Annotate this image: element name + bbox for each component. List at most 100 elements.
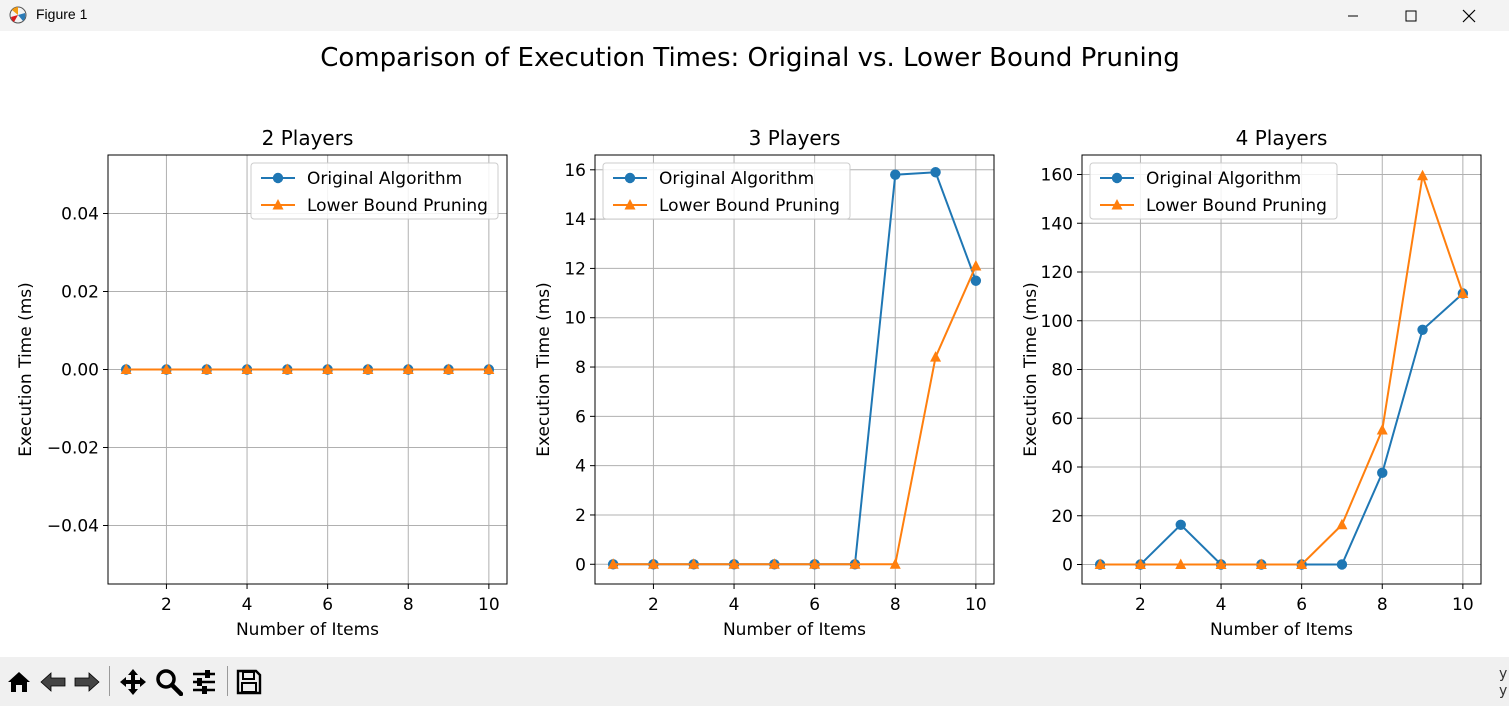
- data-point-pruning: [647, 558, 659, 569]
- close-button[interactable]: [1440, 0, 1498, 31]
- pan-button[interactable]: [118, 667, 148, 697]
- subplot-title: 4 Players: [1236, 126, 1328, 150]
- data-point-pruning: [241, 363, 253, 374]
- y-axis-label: Execution Time (ms): [534, 282, 554, 457]
- x-axis-label: Number of Items: [236, 620, 379, 640]
- zoom-button[interactable]: [154, 667, 184, 697]
- edge-text: y y: [1499, 666, 1509, 700]
- data-point-pruning: [1417, 169, 1429, 181]
- legend-marker-pruning: [624, 199, 636, 210]
- configure-subplots-button[interactable]: [189, 667, 219, 697]
- series-line-original: [613, 171, 977, 566]
- legend-box: [1089, 162, 1338, 220]
- y-tick-label: 20: [1051, 507, 1073, 527]
- data-point-pruning: [849, 558, 861, 569]
- save-button[interactable]: [234, 667, 264, 697]
- data-point-pruning: [281, 363, 293, 374]
- data-point-pruning: [930, 351, 942, 362]
- figure-svg: Comparison of Execution Times: Original …: [16, 43, 1482, 640]
- data-point-pruning: [889, 558, 901, 569]
- x-tick-label: 8: [890, 595, 901, 615]
- x-tick-label: 6: [809, 595, 820, 615]
- legend-label: Original Algorithm: [1146, 169, 1301, 189]
- data-point-original: [1377, 467, 1388, 479]
- legend-marker-original: [1111, 172, 1123, 184]
- data-point-pruning: [362, 363, 374, 374]
- legend-label: Lower Bound Pruning: [307, 196, 488, 216]
- legend: Original Algorithm Lower Bound Pruning: [602, 162, 851, 220]
- legend-box: [250, 162, 499, 220]
- legend-marker-pruning: [1111, 199, 1123, 210]
- home-button[interactable]: [4, 667, 34, 697]
- data-point-pruning: [688, 558, 700, 569]
- data-point-pruning: [322, 363, 334, 374]
- legend-label: Original Algorithm: [307, 169, 462, 189]
- toolbar-separator: [227, 666, 228, 696]
- data-point-pruning: [1376, 423, 1388, 435]
- y-tick-label: −0.04: [47, 517, 99, 537]
- x-tick-label: 4: [1216, 595, 1227, 615]
- window-titlebar: Figure 1: [0, 0, 1509, 31]
- data-point-pruning: [1255, 558, 1267, 569]
- data-point-original: [1417, 324, 1428, 335]
- subplot-title: 2 Players: [262, 126, 354, 150]
- data-point-pruning: [1457, 287, 1469, 298]
- data-point-pruning: [1296, 558, 1308, 569]
- legend-label: Lower Bound Pruning: [659, 196, 840, 216]
- minimize-icon: [1348, 15, 1358, 16]
- y-tick-label: 8: [575, 358, 586, 378]
- x-tick-label: 2: [1135, 595, 1146, 615]
- back-button[interactable]: [38, 667, 68, 697]
- y-tick-label: 12: [564, 259, 586, 279]
- pan-icon: [120, 669, 146, 695]
- window-title: Figure 1: [36, 6, 88, 22]
- legend-marker-pruning: [272, 199, 284, 210]
- figure-canvas[interactable]: Comparison of Execution Times: Original …: [0, 31, 1509, 657]
- series-line-pruning: [1100, 175, 1464, 566]
- axes-frame: [107, 154, 508, 585]
- x-tick-label: 8: [1377, 595, 1388, 615]
- y-tick-label: 140: [1041, 214, 1073, 234]
- data-point-original: [970, 275, 982, 286]
- data-point-pruning: [768, 558, 780, 569]
- y-tick-label: 60: [1051, 409, 1073, 429]
- y-tick-label: 14: [564, 210, 586, 230]
- subplot-title: 3 Players: [749, 126, 841, 150]
- navigation-toolbar: [0, 657, 1509, 706]
- legend: Original Algorithm Lower Bound Pruning: [1089, 162, 1338, 220]
- axes-frame: [1081, 154, 1482, 585]
- data-point-pruning: [607, 558, 619, 569]
- maximize-icon: [1405, 10, 1417, 21]
- home-icon: [8, 672, 30, 692]
- x-axis-label: Number of Items: [723, 620, 866, 640]
- x-axis-label: Number of Items: [1210, 620, 1353, 640]
- legend-marker-original: [624, 172, 636, 184]
- data-point-pruning: [1336, 518, 1348, 530]
- data-point-pruning: [1094, 558, 1106, 569]
- axes-frame: [594, 154, 995, 585]
- legend-label: Original Algorithm: [659, 169, 814, 189]
- y-tick-label: 120: [1041, 263, 1073, 283]
- y-tick-label: 80: [1051, 361, 1073, 381]
- x-tick-label: 4: [242, 595, 253, 615]
- figure-suptitle: Comparison of Execution Times: Original …: [320, 43, 1179, 73]
- zoom-icon: [156, 669, 183, 696]
- data-point-pruning: [443, 363, 455, 374]
- y-tick-label: 0.04: [61, 205, 99, 225]
- data-point-pruning: [120, 363, 132, 374]
- series-line-pruning: [613, 265, 977, 566]
- minimize-button[interactable]: [1324, 0, 1382, 31]
- y-axis-label: Execution Time (ms): [1021, 282, 1041, 457]
- data-point-pruning: [809, 558, 821, 569]
- back-icon: [40, 672, 66, 692]
- matplotlib-icon: [8, 5, 28, 25]
- subplot-2: 2 4 6 8 10 0 2 4 6 8 10 12 14 16 3 Players Number of It…: [534, 126, 995, 640]
- maximize-button[interactable]: [1382, 0, 1440, 31]
- data-point-pruning: [1175, 558, 1187, 569]
- data-point-pruning: [970, 259, 982, 271]
- data-point-original: [1336, 559, 1348, 570]
- data-point-pruning: [160, 363, 172, 374]
- forward-button[interactable]: [72, 667, 102, 697]
- toolbar-separator: [109, 666, 110, 696]
